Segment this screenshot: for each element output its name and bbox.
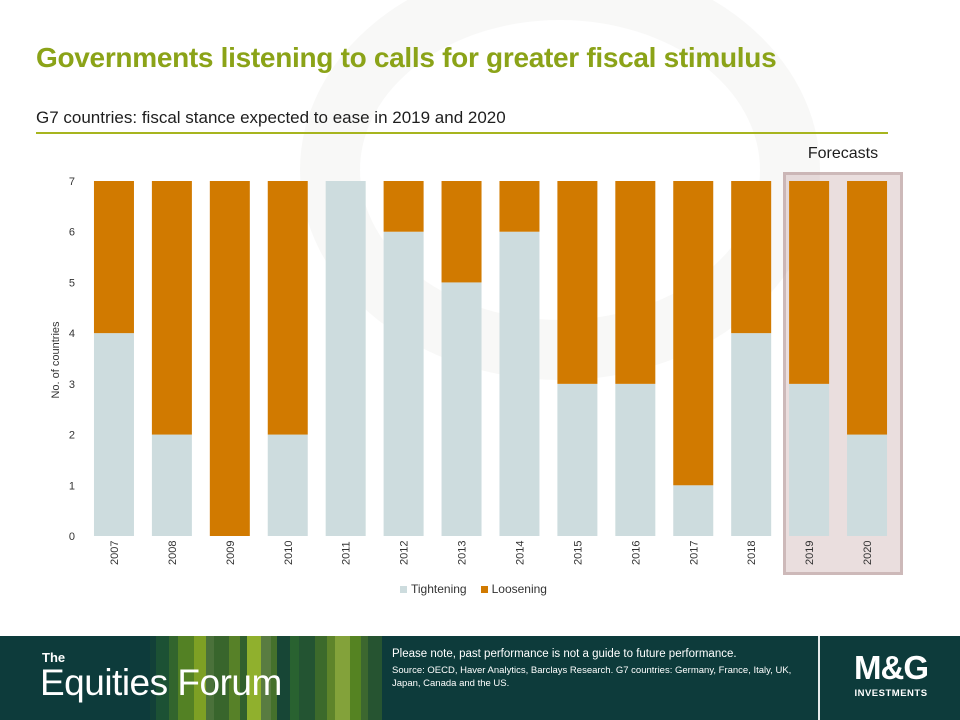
forecast-label: Forecasts	[807, 145, 879, 162]
bar-tightening-2011	[325, 181, 366, 536]
x-tick-label: 2007	[109, 541, 121, 565]
disclaimer-text: Please note, past performance is not a g…	[392, 648, 737, 660]
y-tick-label: 7	[69, 176, 75, 188]
bars-group	[93, 181, 888, 536]
brand-stripe	[277, 636, 290, 720]
bar-tightening-2015	[557, 383, 598, 536]
bar-loosening-2020	[847, 181, 888, 435]
legend-label-loosening: Loosening	[491, 582, 547, 596]
x-tick-label: 2020	[862, 541, 874, 565]
brand-stripe	[178, 636, 194, 720]
x-tick-label: 2010	[283, 541, 295, 565]
x-tick-label: 2015	[572, 541, 584, 565]
brand-name: Equities Forum	[40, 662, 282, 703]
brand-stripe	[169, 636, 178, 720]
brand-stripe	[214, 636, 229, 720]
brand-stripe	[299, 636, 315, 720]
bar-loosening-2008	[151, 181, 192, 435]
y-tick-label: 0	[69, 531, 75, 543]
brand-stripe	[229, 636, 240, 720]
y-tick-label: 3	[69, 379, 75, 391]
footer-divider	[818, 636, 820, 720]
stacked-bar-chart: 0 1 2 3 4 5 6 7 2007 2008 2009 2010 2011 2012 2013 201…	[50, 176, 888, 565]
legend-item-tightening: Tightening	[400, 582, 467, 596]
bar-loosening-2014	[499, 181, 540, 232]
y-tick-label: 6	[69, 227, 75, 239]
bar-loosening-2015	[557, 181, 598, 384]
bar-tightening-2020	[847, 434, 888, 536]
brand-stripe	[361, 636, 368, 720]
bar-tightening-2018	[731, 333, 772, 536]
mg-logo: M&G INVESTMENTS	[832, 649, 950, 700]
brand-stripe	[271, 636, 277, 720]
bar-loosening-2013	[441, 181, 482, 283]
x-tick-label: 2011	[341, 541, 353, 565]
brand-stripe	[368, 636, 382, 720]
bar-tightening-2012	[383, 231, 424, 536]
legend-swatch-tightening	[400, 585, 407, 593]
brand-stripe	[150, 636, 156, 720]
y-tick-label: 4	[69, 328, 75, 340]
bar-tightening-2007	[93, 333, 134, 536]
y-axis-label: No. of countries	[50, 321, 62, 399]
logo-subtitle: INVESTMENTS	[854, 688, 928, 699]
brand-stripe	[240, 636, 247, 720]
y-tick-label: 2	[69, 430, 75, 442]
brand-stripe	[247, 636, 261, 720]
brand-stripe	[315, 636, 327, 720]
x-axis: 2007 2008 2009 2010 2011 2012 2013 2014 2015 2016…	[109, 541, 874, 565]
bar-loosening-2012	[383, 181, 424, 232]
x-tick-label: 2012	[399, 541, 411, 565]
subtitle-divider	[36, 132, 888, 134]
bar-tightening-2013	[441, 282, 482, 536]
legend-label-tightening: Tightening	[411, 582, 467, 596]
brand-stripe	[156, 636, 169, 720]
x-tick-label: 2016	[630, 541, 642, 565]
x-tick-label: 2014	[514, 541, 526, 565]
x-tick-label: 2008	[167, 541, 179, 565]
bar-tightening-2010	[267, 434, 308, 536]
bar-loosening-2019	[789, 181, 830, 384]
bar-tightening-2008	[151, 434, 192, 536]
brand-stripe	[194, 636, 206, 720]
legend-swatch-loosening	[480, 585, 488, 593]
x-tick-label: 2017	[688, 541, 700, 565]
bar-tightening-2014	[499, 231, 540, 536]
x-tick-label: 2018	[746, 541, 758, 565]
bar-loosening-2009	[209, 181, 250, 536]
logo-mark: M&G	[854, 649, 929, 686]
x-tick-label: 2019	[804, 541, 816, 565]
page-title: Governments listening to calls for great…	[36, 42, 777, 73]
y-tick-label: 5	[69, 277, 75, 289]
footer-bar: The Equities Forum Please note, past per…	[0, 636, 960, 720]
chart-legend: Tightening Loosening	[400, 582, 547, 596]
brand-stripe	[290, 636, 299, 720]
x-tick-label: 2009	[225, 541, 237, 565]
brand-stripe	[261, 636, 271, 720]
legend-item-loosening: Loosening	[480, 582, 547, 596]
bar-loosening-2010	[267, 181, 308, 435]
bar-tightening-2016	[615, 383, 656, 536]
brand-prefix: The	[42, 650, 66, 665]
page-subtitle: G7 countries: fiscal stance expected to …	[36, 108, 506, 127]
bar-loosening-2007	[93, 181, 134, 334]
brand-stripe	[350, 636, 361, 720]
bar-tightening-2019	[789, 383, 830, 536]
bar-tightening-2017	[673, 485, 714, 536]
bar-loosening-2016	[615, 181, 656, 384]
y-axis: 0 1 2 3 4 5 6 7	[69, 176, 75, 543]
brand-stripe	[335, 636, 350, 720]
bar-loosening-2018	[731, 181, 772, 334]
bar-loosening-2017	[673, 181, 714, 486]
x-tick-label: 2013	[457, 541, 469, 565]
y-tick-label: 1	[69, 480, 75, 492]
source-note: Source: OECD, Haver Analytics, Barclays …	[392, 665, 792, 689]
brand-stripe	[327, 636, 335, 720]
brand-stripe	[206, 636, 214, 720]
brand-panel: The Equities Forum	[0, 636, 382, 720]
